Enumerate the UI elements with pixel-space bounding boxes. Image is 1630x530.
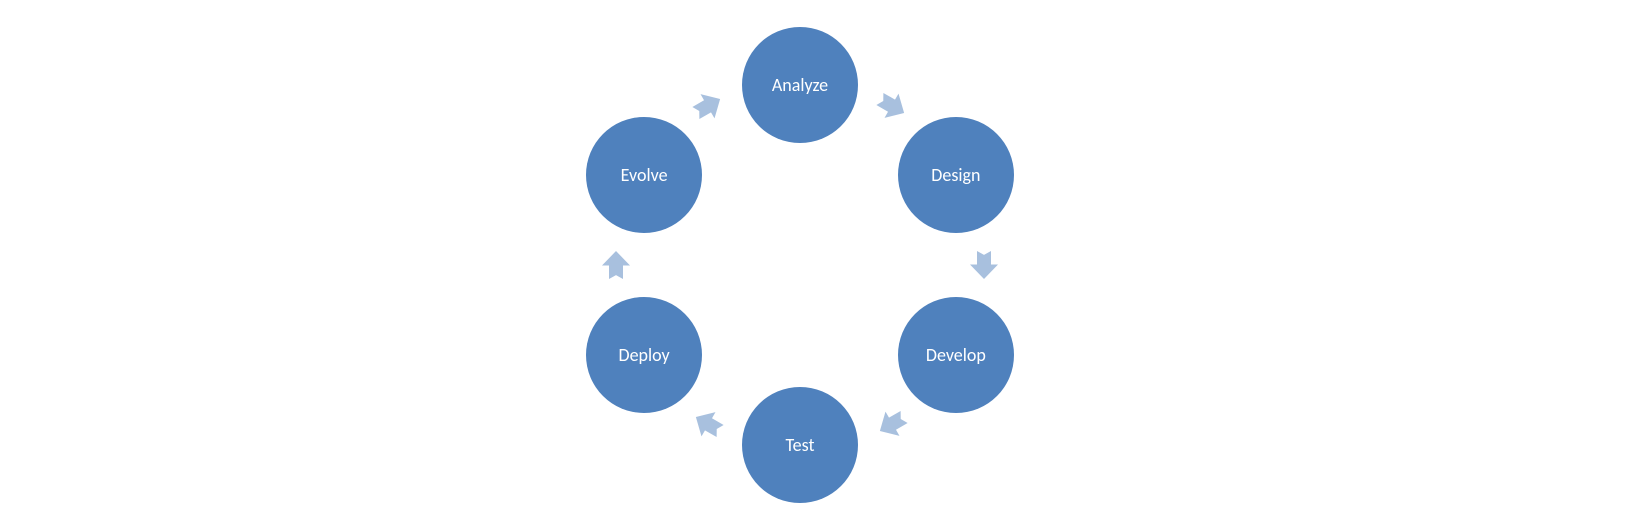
cycle-node-label: Deploy: [619, 344, 670, 366]
cycle-node-design: Design: [898, 117, 1014, 233]
cycle-node-label: Evolve: [621, 164, 668, 186]
cycle-arrow-4: [602, 251, 630, 279]
cycle-node-develop: Develop: [898, 297, 1014, 413]
cycle-arrow-1: [970, 251, 998, 279]
cycle-node-label: Design: [931, 164, 980, 186]
cycle-arrow-3: [689, 405, 727, 443]
cycle-arrow-5: [689, 87, 727, 125]
cycle-diagram: Analyze Design Develop Test Deploy Evolve: [535, 0, 1065, 530]
cycle-node-deploy: Deploy: [586, 297, 702, 413]
cycle-arrow-0: [873, 87, 911, 125]
cycle-node-label: Develop: [926, 344, 986, 366]
cycle-node-evolve: Evolve: [586, 117, 702, 233]
cycle-arrow-2: [873, 405, 911, 443]
cycle-node-label: Test: [786, 434, 815, 456]
cycle-node-analyze: Analyze: [742, 27, 858, 143]
cycle-node-test: Test: [742, 387, 858, 503]
cycle-node-label: Analyze: [772, 74, 828, 96]
